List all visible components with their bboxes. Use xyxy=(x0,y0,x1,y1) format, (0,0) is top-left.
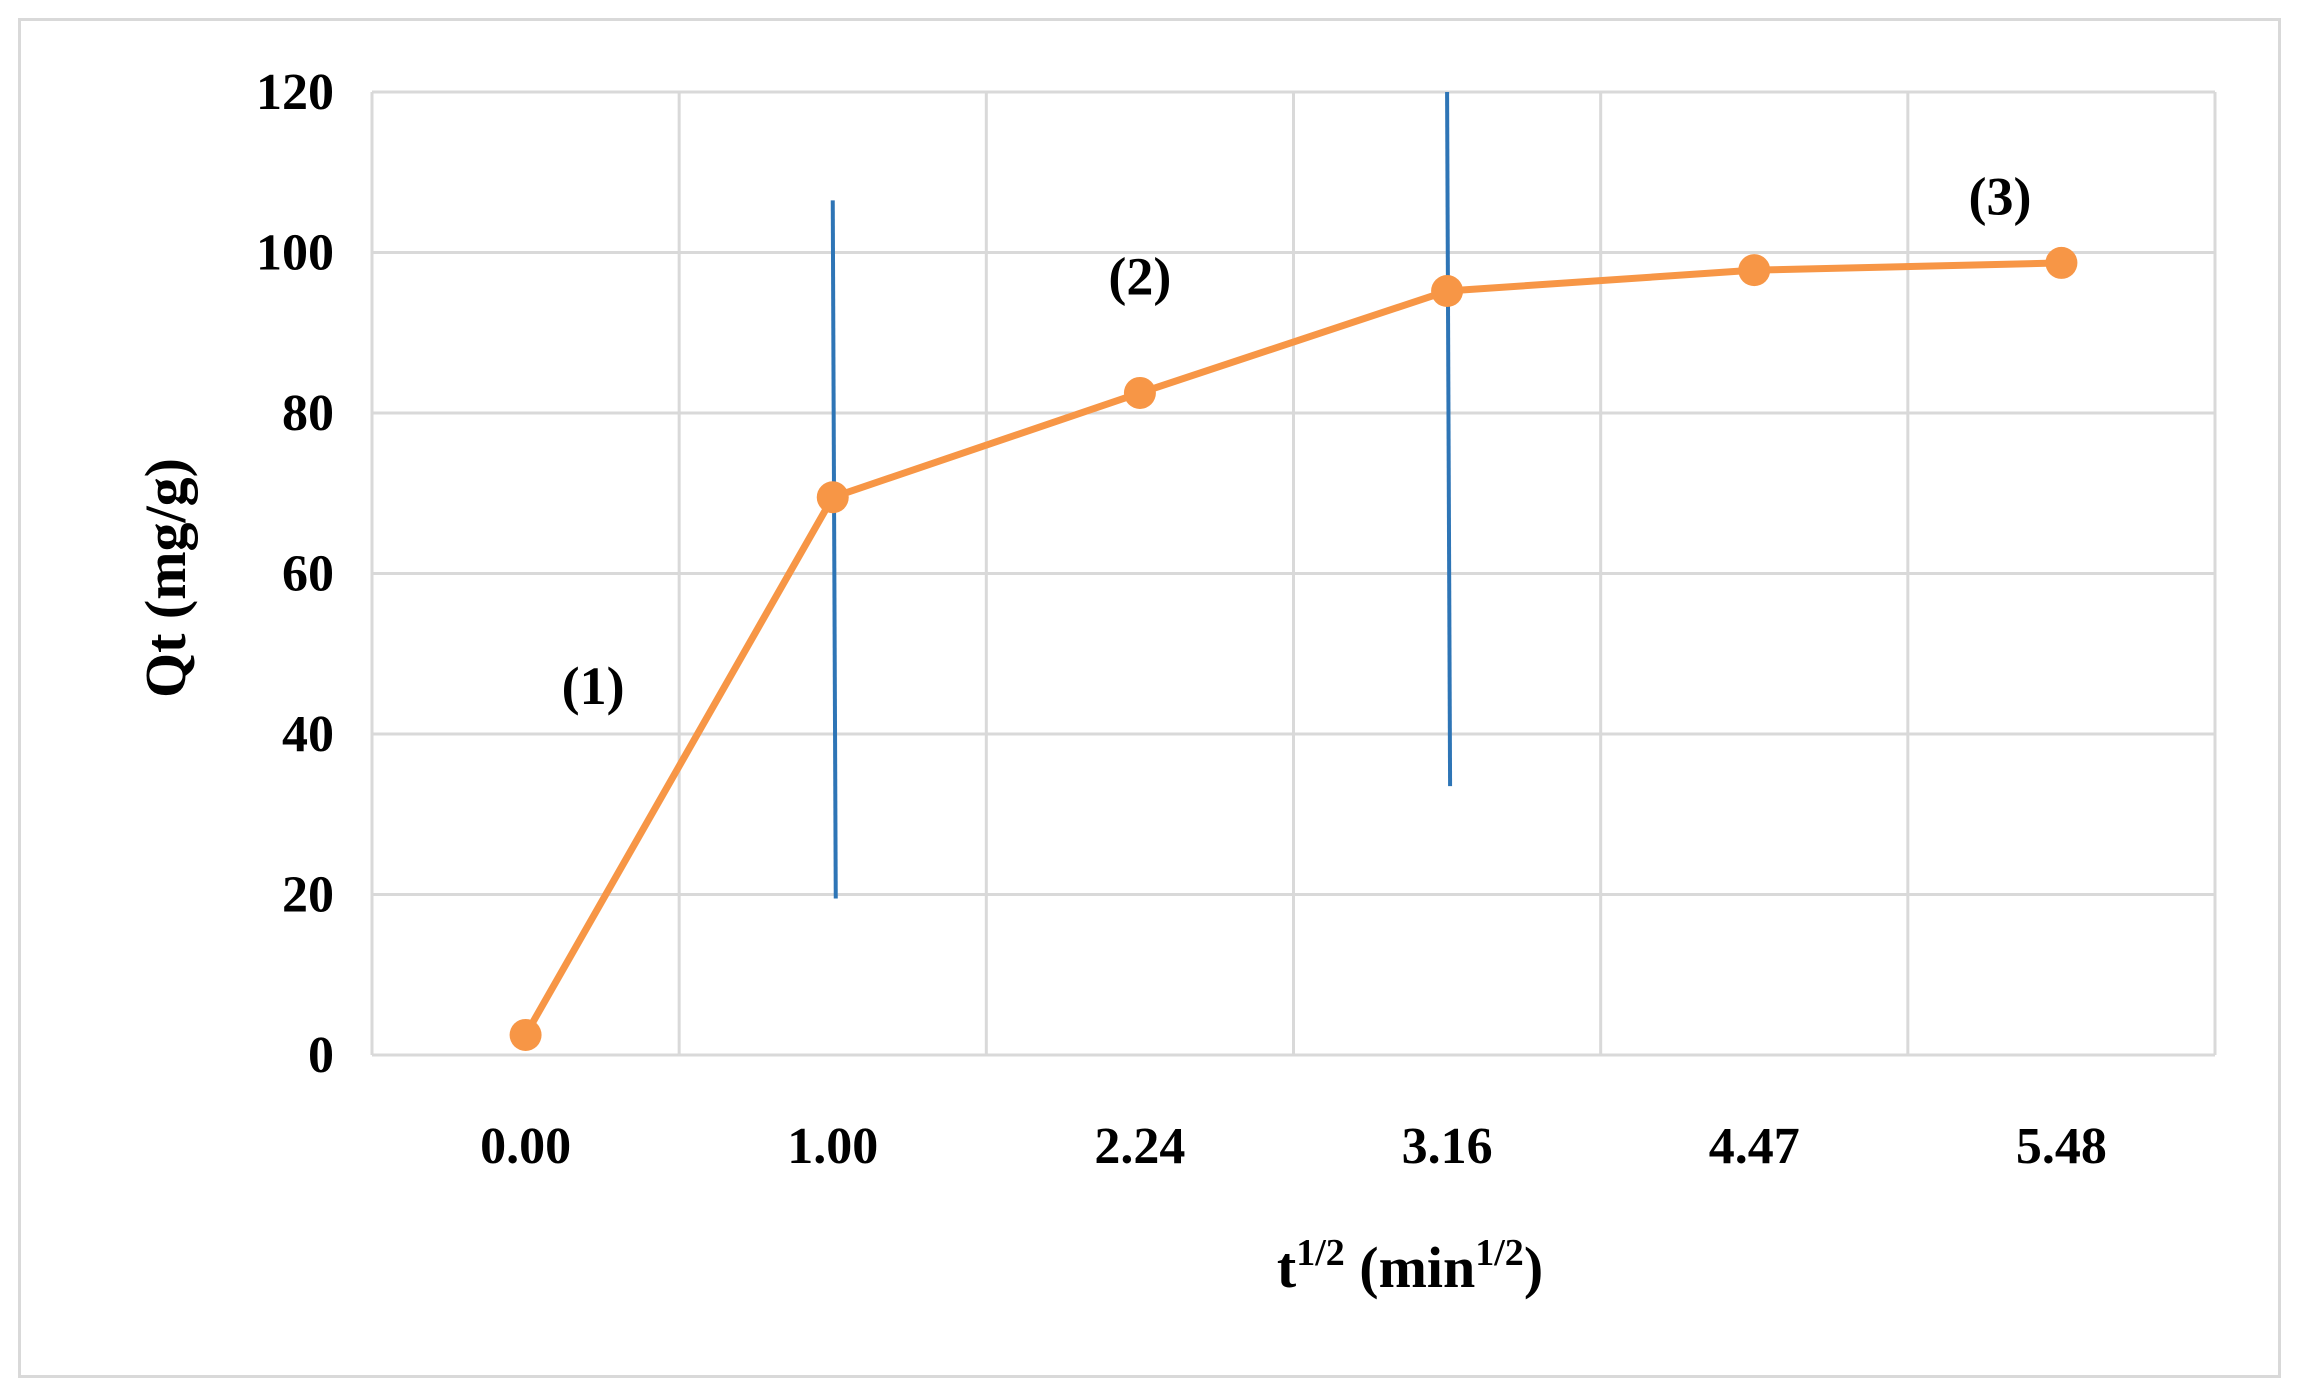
x-axis-title: t1/2 (min1/2) xyxy=(1277,1232,1543,1300)
x-tick-label-1.00: 1.00 xyxy=(787,1118,878,1175)
data-point-1.00 xyxy=(816,481,849,514)
x-tick-label-3.16: 3.16 xyxy=(1402,1118,1493,1175)
x-tick-label-4.47: 4.47 xyxy=(1709,1118,1800,1175)
y-tick-label-40: 40 xyxy=(282,706,334,763)
data-series xyxy=(509,246,2078,1051)
data-point-5.48 xyxy=(2045,246,2078,279)
y-tick-label-20: 20 xyxy=(282,867,334,924)
x-axis-title-base: t xyxy=(1277,1235,1297,1300)
phase-annotations: (1) (2) (3) xyxy=(562,166,2032,716)
y-axis-ticks: 0 20 40 60 80 100 120 xyxy=(256,64,334,1084)
x-tick-label-2.24: 2.24 xyxy=(1094,1118,1185,1175)
phase-label-2: (2) xyxy=(1108,247,1171,307)
y-tick-label-120: 120 xyxy=(256,64,334,121)
x-axis-title-unit-sup: 1/2 xyxy=(1475,1232,1524,1274)
x-axis-title-unit: (min xyxy=(1345,1235,1476,1300)
y-tick-label-0: 0 xyxy=(308,1027,334,1084)
data-point-4.47 xyxy=(1738,254,1771,287)
phase-dividers xyxy=(830,91,1453,899)
phase-label-1: (1) xyxy=(562,656,625,716)
data-point-3.16 xyxy=(1431,275,1464,308)
x-axis-title-base-sup: 1/2 xyxy=(1296,1232,1345,1274)
phase-divider-line-2 xyxy=(1445,91,1453,787)
x-tick-label-5.48: 5.48 xyxy=(2016,1118,2107,1175)
y-tick-label-60: 60 xyxy=(282,546,334,603)
series-line-1 xyxy=(522,259,2062,1037)
data-point-2.24 xyxy=(1123,376,1156,409)
grid-lines xyxy=(370,90,2217,1057)
x-tick-label-0.00: 0.00 xyxy=(480,1118,571,1175)
y-axis-title: Qt (mg/g) xyxy=(133,458,198,698)
x-axis-title-close: ) xyxy=(1524,1235,1543,1300)
phase-label-3: (3) xyxy=(1968,166,2031,226)
data-point-0.00 xyxy=(509,1018,542,1051)
phase-divider-line-1 xyxy=(830,200,838,899)
y-tick-label-100: 100 xyxy=(256,225,334,282)
chart-frame xyxy=(18,18,2281,1378)
y-tick-label-80: 80 xyxy=(282,385,334,442)
x-axis-ticks: 0.00 1.00 2.24 3.16 4.47 5.48 xyxy=(480,1118,2107,1175)
